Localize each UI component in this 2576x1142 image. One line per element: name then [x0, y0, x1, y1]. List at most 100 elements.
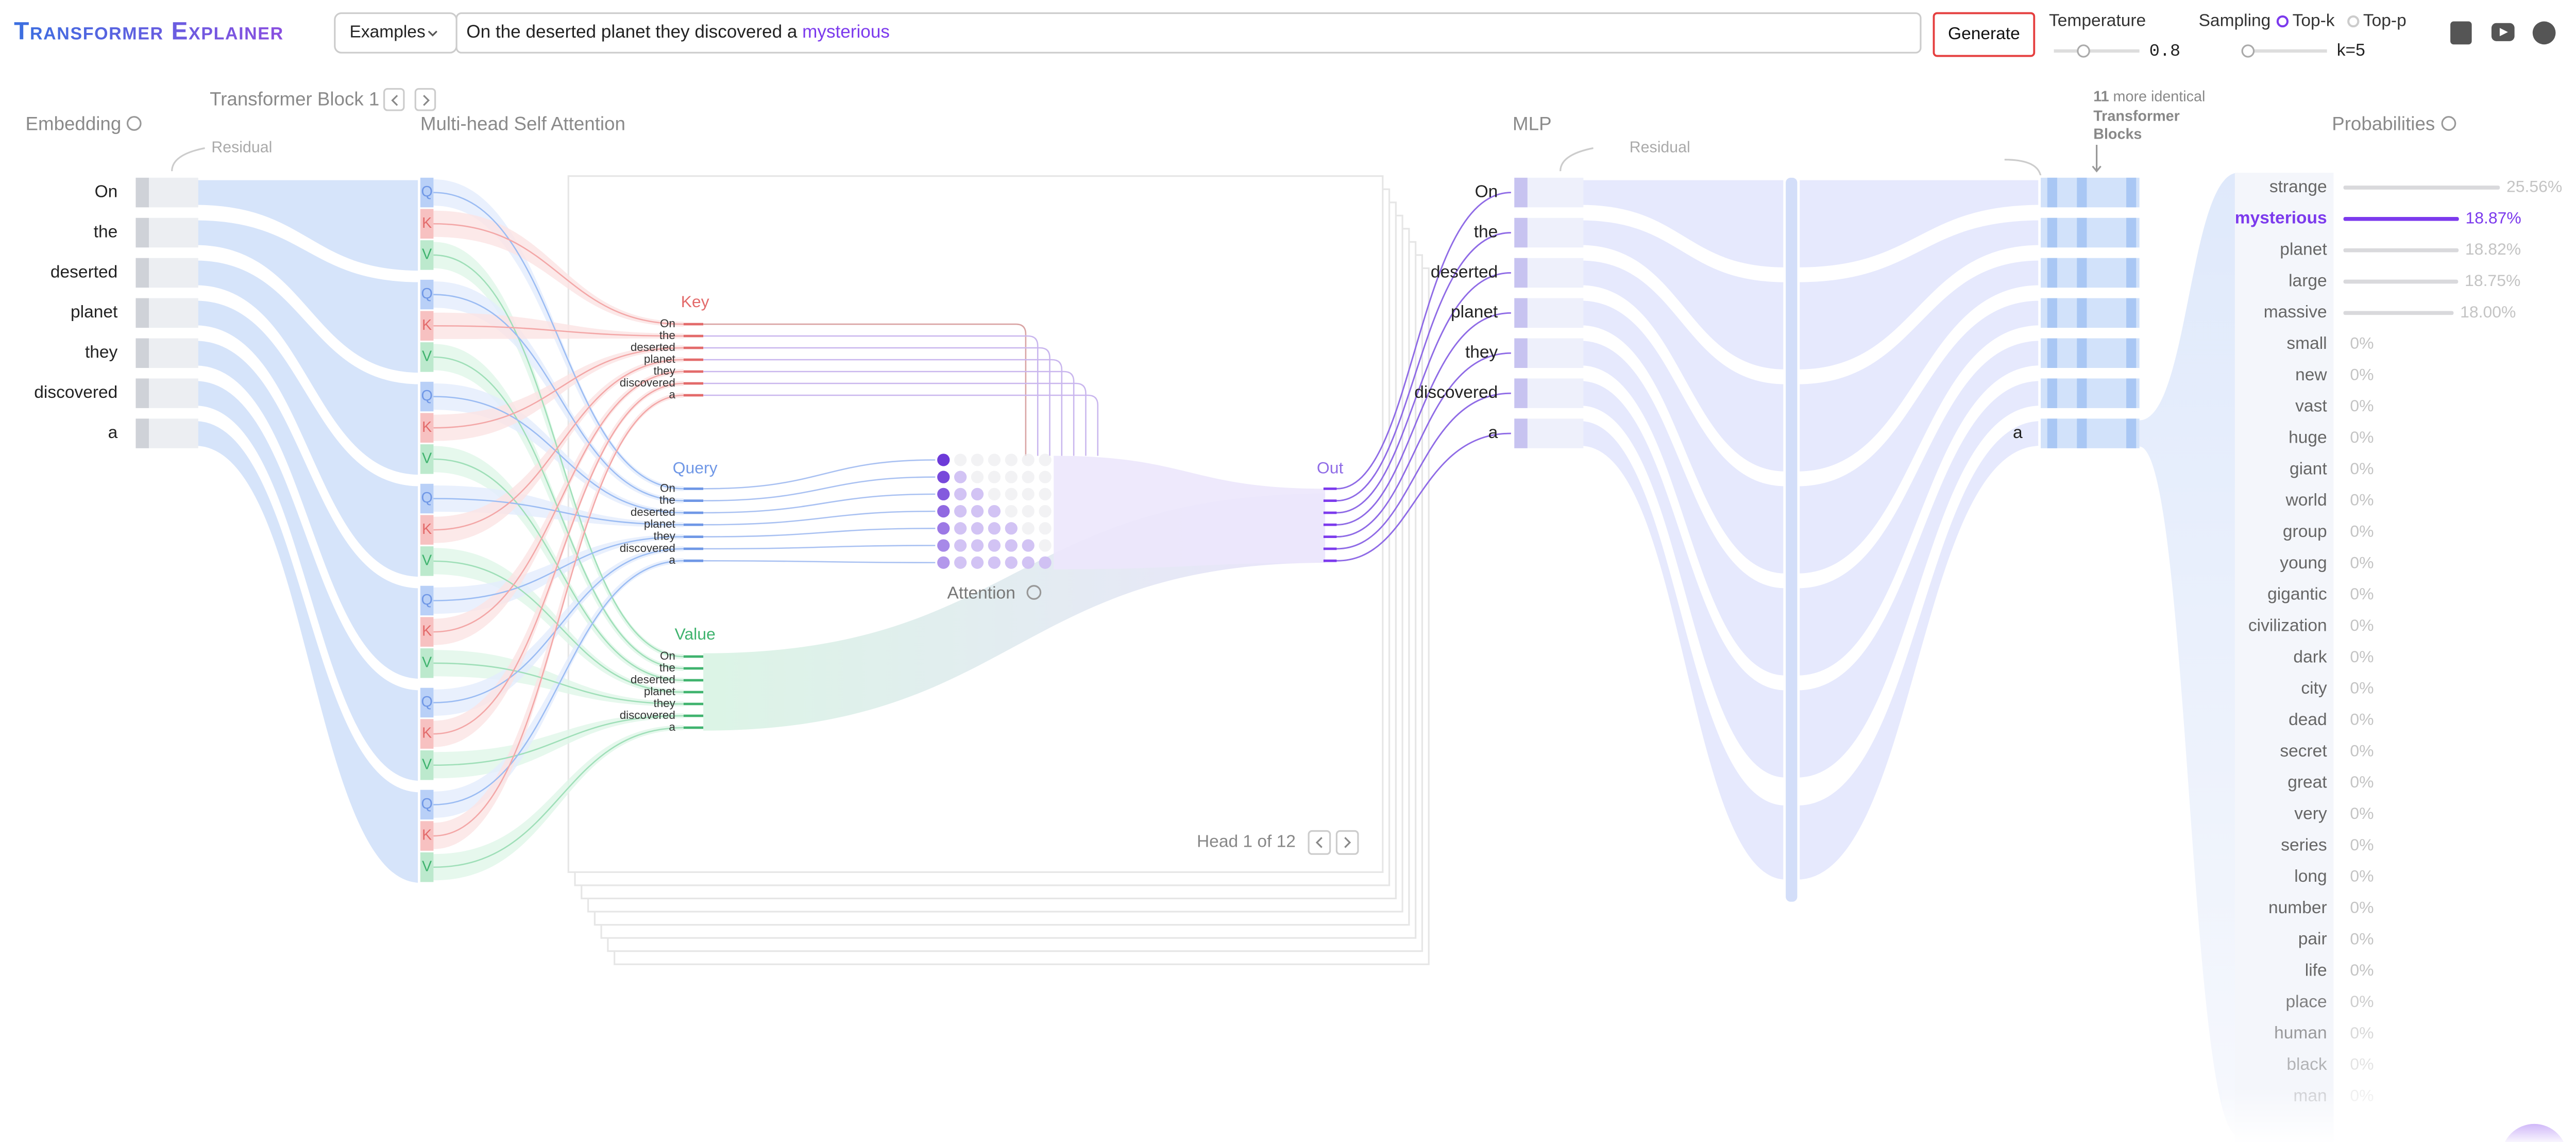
mlp-input-vector: [1514, 177, 1528, 208]
qkv-label: K: [422, 623, 432, 640]
sampling-label: Sampling: [2199, 11, 2271, 30]
attention-cell: [1005, 471, 1018, 483]
head-nav[interactable]: [1335, 830, 1359, 855]
prob-word[interactable]: strange: [2269, 177, 2327, 196]
prob-word[interactable]: new: [2295, 365, 2327, 384]
prompt-text[interactable]: On the deserted planet they discovered a…: [466, 22, 890, 42]
temperature-thumb[interactable]: [2077, 44, 2090, 58]
attention-cell: [954, 505, 967, 518]
dropdown-caret: [428, 30, 437, 37]
block-output-vector: [2077, 177, 2087, 208]
attention-cell: [971, 471, 984, 483]
qkv-flow: [433, 394, 684, 837]
attention-cell: [1022, 454, 1035, 466]
pdf-icon[interactable]: [2450, 21, 2472, 45]
mlp-token: deserted: [1431, 262, 1498, 281]
prob-word[interactable]: dead: [2289, 710, 2327, 729]
prob-word[interactable]: long: [2294, 867, 2327, 886]
embedding-ribbon: [192, 215, 423, 378]
attention-cell: [1039, 454, 1052, 466]
token-label: On: [95, 182, 118, 201]
prob-word[interactable]: planet: [2280, 240, 2327, 259]
more-blocks-text: more identical: [2113, 88, 2206, 105]
zoom-icon[interactable]: [2441, 116, 2456, 131]
prob-word[interactable]: mysterious: [2235, 209, 2327, 228]
nav-arrow: [391, 95, 398, 106]
probabilities-title: Probabilities: [2332, 113, 2435, 134]
mlp-ribbon: [1578, 416, 1788, 885]
qkv-vector: [420, 546, 434, 576]
prob-value: 0%: [2350, 553, 2374, 572]
generate-button[interactable]: [1933, 12, 2036, 57]
github-icon[interactable]: [2532, 21, 2556, 45]
attention-cell: [1005, 556, 1018, 569]
token-label: they: [85, 343, 118, 362]
attention-cell: [937, 454, 950, 466]
prob-value: 18.75%: [2465, 271, 2520, 290]
sampling-radio[interactable]: [2276, 15, 2289, 28]
examples-label[interactable]: Examples: [350, 23, 426, 42]
k-thumb[interactable]: [2241, 44, 2255, 58]
qkv-label: V: [422, 654, 432, 670]
prob-word[interactable]: secret: [2280, 742, 2327, 761]
attention-cell: [954, 488, 967, 501]
more-blocks-space: [2109, 88, 2113, 105]
prob-value: 0%: [2350, 334, 2374, 352]
key-title: Key: [681, 292, 709, 311]
prob-word[interactable]: great: [2287, 773, 2327, 792]
attention-cell: [954, 522, 967, 535]
head-nav[interactable]: [1308, 830, 1331, 855]
block-output-vector: [2077, 258, 2087, 288]
temperature-label: Temperature: [2049, 11, 2146, 30]
prompt-input[interactable]: [455, 12, 1922, 54]
prob-word[interactable]: very: [2294, 804, 2327, 823]
sampling-option[interactable]: Top-k: [2293, 11, 2335, 30]
sampling-radio[interactable]: [2347, 15, 2360, 28]
prob-word[interactable]: number: [2268, 898, 2327, 917]
prob-word[interactable]: dark: [2293, 647, 2327, 666]
prob-word[interactable]: gigantic: [2267, 585, 2327, 604]
embedding-ribbon: [192, 335, 423, 684]
prob-word[interactable]: huge: [2289, 428, 2327, 447]
prob-word[interactable]: civilization: [2248, 616, 2327, 635]
prob-value: 0%: [2350, 647, 2374, 666]
mlp-token: On: [1475, 182, 1498, 201]
zoom-icon[interactable]: [1026, 585, 1042, 600]
prob-word[interactable]: young: [2280, 553, 2327, 573]
attention-cell: [971, 454, 984, 466]
prob-word[interactable]: vast: [2295, 397, 2327, 416]
generate-label[interactable]: Generate: [1948, 24, 2020, 43]
nav-arrow: [1315, 837, 1323, 848]
attention-cell: [1022, 471, 1035, 483]
block-nav[interactable]: [414, 88, 436, 111]
more-blocks: 11 more identical: [2093, 88, 2205, 105]
residual-strip: [149, 217, 198, 248]
block-output-vector: [2126, 298, 2137, 328]
query-line: [703, 545, 936, 550]
prob-word[interactable]: series: [2281, 835, 2327, 854]
prob-word[interactable]: city: [2301, 679, 2327, 698]
prob-word[interactable]: group: [2283, 522, 2327, 541]
prob-word[interactable]: giant: [2290, 459, 2327, 478]
prob-value: 25.56%: [2506, 177, 2562, 195]
qkv-flow: [433, 727, 684, 868]
out-line: [1325, 392, 1511, 550]
prob-word[interactable]: world: [2285, 491, 2327, 510]
zoom-icon[interactable]: [126, 116, 142, 131]
qkv-flow: [433, 347, 684, 429]
prob-word[interactable]: small: [2286, 334, 2327, 353]
qkv-label: Q: [421, 490, 432, 506]
block-output-vector: [2047, 177, 2057, 208]
foreground-layer: Transformer Explainer Examples On the dese…: [14, 11, 2576, 1142]
prob-word[interactable]: massive: [2264, 303, 2327, 322]
residual-bracket: [1560, 147, 2042, 177]
attention-cell: [937, 522, 950, 535]
sampling-option[interactable]: Top-p: [2363, 11, 2406, 30]
block-output-vector: [2047, 217, 2057, 248]
prob-word[interactable]: large: [2289, 271, 2327, 290]
qkv-flow: [433, 223, 684, 325]
qkv-flow: [433, 356, 684, 669]
block-output-vector: [2047, 258, 2057, 288]
qkv-label: V: [422, 756, 432, 772]
